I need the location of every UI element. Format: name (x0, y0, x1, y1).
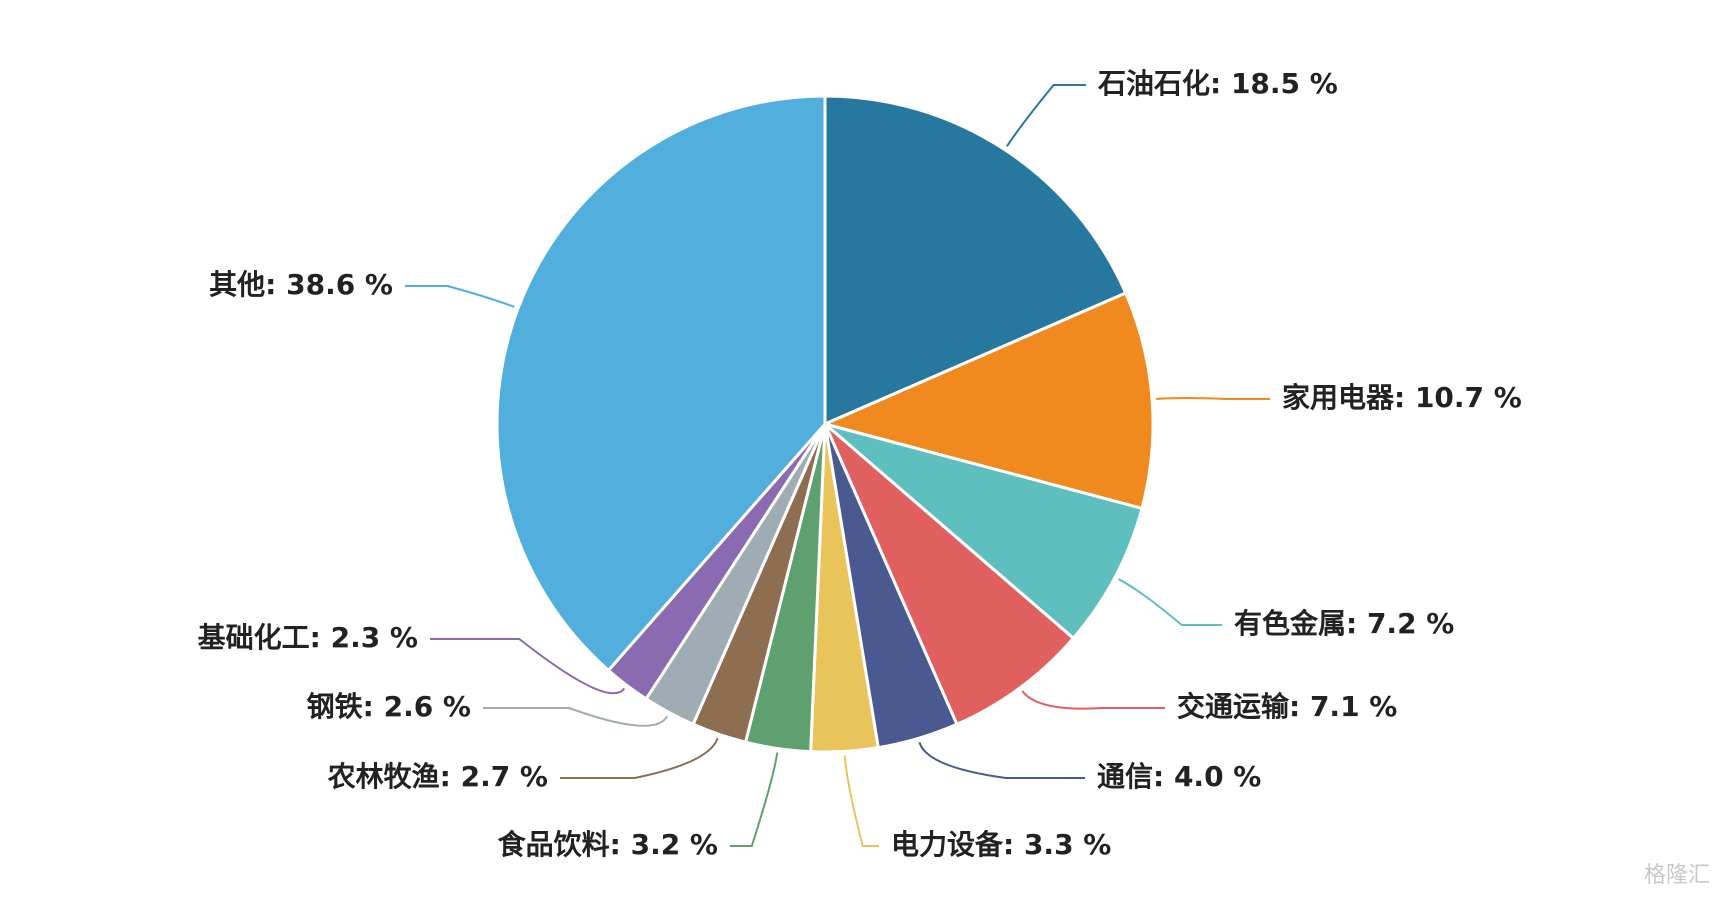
data-label: 石油石化: 18.5 % (1097, 67, 1338, 100)
data-label: 基础化工: 2.3 % (198, 621, 418, 654)
data-label: 食品饮料: 3.2 % (498, 828, 718, 861)
pie-slice (820, 291, 1155, 511)
leader-line (918, 741, 1085, 779)
data-label: 家用电器: 10.7 % (1282, 381, 1522, 414)
data-label: 通信: 4.0 % (1097, 760, 1261, 793)
leader-line (483, 707, 669, 727)
leader-line (1118, 578, 1222, 626)
data-label: 交通运输: 7.1 % (1177, 690, 1397, 723)
leader-line (405, 285, 515, 308)
pie-slice (495, 94, 827, 673)
data-label: 其他: 38.6 % (209, 268, 393, 301)
leader-line (1155, 397, 1270, 401)
leader-line (430, 638, 626, 695)
data-label: 有色金属: 7.2 % (1234, 607, 1454, 640)
leader-line (730, 752, 779, 847)
leader-line (560, 737, 719, 779)
pie-slice (823, 422, 1076, 727)
leader-line (1021, 690, 1165, 710)
leader-line (1006, 84, 1086, 147)
pie-slice (824, 422, 1144, 641)
leader-line (843, 755, 879, 847)
watermark: 格隆汇 (1644, 863, 1710, 888)
data-label: 电力设备: 3.3 % (891, 828, 1111, 861)
data-label: 钢铁: 2.6 % (307, 690, 471, 723)
pie-slice (823, 94, 1128, 427)
data-label: 农林牧渔: 2.7 % (327, 760, 548, 793)
